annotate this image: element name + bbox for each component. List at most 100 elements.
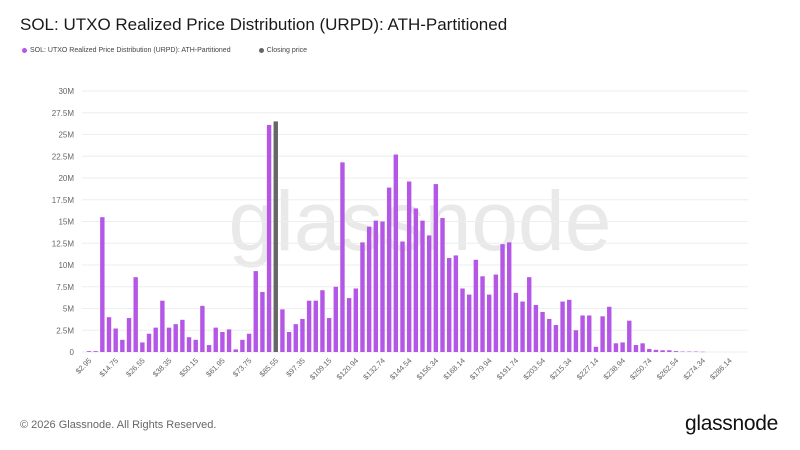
x-tick-label: $250.74 [628, 356, 654, 382]
x-tick-label: $191.74 [495, 356, 521, 382]
x-tick-label: $61.95 [204, 356, 227, 379]
y-tick-label: 0 [70, 348, 75, 357]
distribution-bar [213, 327, 218, 352]
distribution-bar [100, 217, 105, 352]
distribution-bar [220, 331, 225, 352]
distribution-bar [333, 286, 338, 352]
y-tick-label: 5M [63, 305, 74, 314]
distribution-bar [406, 181, 412, 352]
distribution-bar [340, 162, 345, 352]
distribution-bar [640, 343, 645, 352]
distribution-bar [113, 328, 118, 352]
distribution-bar [567, 299, 572, 352]
distribution-bar [86, 351, 92, 352]
distribution-bar [306, 300, 312, 352]
legend-item-distribution[interactable]: SOL: UTXO Realized Price Distribution (U… [22, 47, 231, 54]
distribution-bar [400, 241, 405, 352]
distribution-bar [620, 342, 625, 352]
legend-item-closing-price[interactable]: Closing price [258, 47, 308, 54]
distribution-bar [393, 154, 399, 352]
distribution-bar [613, 343, 619, 352]
distribution-bar [573, 330, 579, 352]
x-tick-label: $215.34 [548, 356, 574, 382]
distribution-bar [186, 337, 192, 352]
y-tick-label: 12.5M [52, 239, 75, 248]
distribution-bar [673, 351, 679, 352]
distribution-bar [106, 317, 112, 352]
distribution-bar [420, 220, 425, 352]
distribution-bar [206, 345, 212, 352]
distribution-bar [280, 309, 285, 352]
y-tick-label: 20M [58, 174, 74, 183]
x-tick-label: $168.14 [441, 356, 467, 382]
x-tick-label: $274.34 [682, 356, 708, 382]
distribution-bar [260, 291, 265, 352]
glassnode-logo: glassnode [684, 412, 778, 435]
distribution-bar [366, 226, 372, 352]
x-tick-label: $132.74 [361, 356, 387, 382]
legend: SOL: UTXO Realized Price Distribution (U… [22, 47, 307, 54]
x-tick-label: $120.94 [335, 356, 361, 382]
distribution-bar [200, 305, 205, 352]
distribution-bar [527, 277, 532, 352]
y-tick-label: 2.5M [56, 326, 74, 335]
x-tick-label: $97.35 [284, 356, 307, 379]
distribution-bar [146, 333, 152, 352]
legend-dot-icon [258, 48, 264, 53]
y-tick-label: 15M [58, 218, 74, 227]
distribution-bar [460, 288, 465, 352]
legend-dot-icon [22, 48, 27, 53]
distribution-bar [246, 333, 252, 352]
distribution-bar [446, 258, 452, 352]
x-tick-label: $262.54 [655, 356, 681, 382]
distribution-bar [386, 187, 392, 352]
distribution-bar [293, 324, 298, 352]
x-tick-label: $73.75 [231, 356, 254, 379]
distribution-bar [653, 349, 659, 352]
chart-plot: glassnode 02.5M5M7.5M10M12.5M15M17.5M20M… [52, 87, 748, 382]
distribution-bar [173, 324, 178, 352]
distribution-bar [346, 298, 352, 352]
distribution-bar [513, 292, 519, 352]
distribution-bar [607, 306, 612, 352]
distribution-bar [633, 345, 639, 352]
x-tick-label: $179.94 [468, 356, 494, 382]
distribution-bar [180, 319, 185, 352]
distribution-bar [540, 311, 545, 352]
distribution-bar [233, 349, 238, 352]
distribution-bar [627, 320, 632, 352]
distribution-bar [353, 288, 358, 352]
distribution-bar [120, 339, 125, 352]
y-tick-label: 10M [58, 261, 74, 270]
distribution-bar [480, 276, 485, 352]
distribution-bar [160, 300, 165, 352]
y-tick-label: 25M [58, 131, 74, 140]
x-tick-label: $156.34 [415, 356, 441, 382]
x-tick-label: $238.94 [601, 356, 627, 382]
y-tick-label: 7.5M [56, 283, 74, 292]
distribution-bar [600, 316, 605, 352]
distribution-bar [453, 255, 459, 352]
distribution-bar [313, 300, 318, 352]
distribution-bar [240, 339, 245, 352]
distribution-bar [433, 184, 439, 352]
distribution-bar [373, 220, 379, 352]
distribution-bar [473, 259, 479, 352]
distribution-bar [466, 294, 472, 352]
distribution-bar [320, 290, 325, 352]
distribution-bar [413, 208, 419, 352]
x-tick-label: $2.95 [74, 356, 94, 376]
x-tick-label: $203.54 [521, 356, 547, 382]
distribution-bar [500, 244, 505, 352]
distribution-bar [660, 350, 665, 352]
distribution-bar [587, 315, 592, 352]
distribution-bar [580, 315, 585, 352]
x-tick-label: $85.55 [258, 356, 281, 379]
distribution-bar [93, 351, 98, 352]
distribution-bar [253, 271, 258, 352]
distribution-bar [286, 331, 292, 352]
copyright: © 2026 Glassnode. All Rights Reserved. [20, 419, 217, 431]
y-tick-label: 30M [58, 87, 74, 96]
distribution-bar [360, 242, 365, 352]
legend-label: Closing price [266, 47, 308, 54]
